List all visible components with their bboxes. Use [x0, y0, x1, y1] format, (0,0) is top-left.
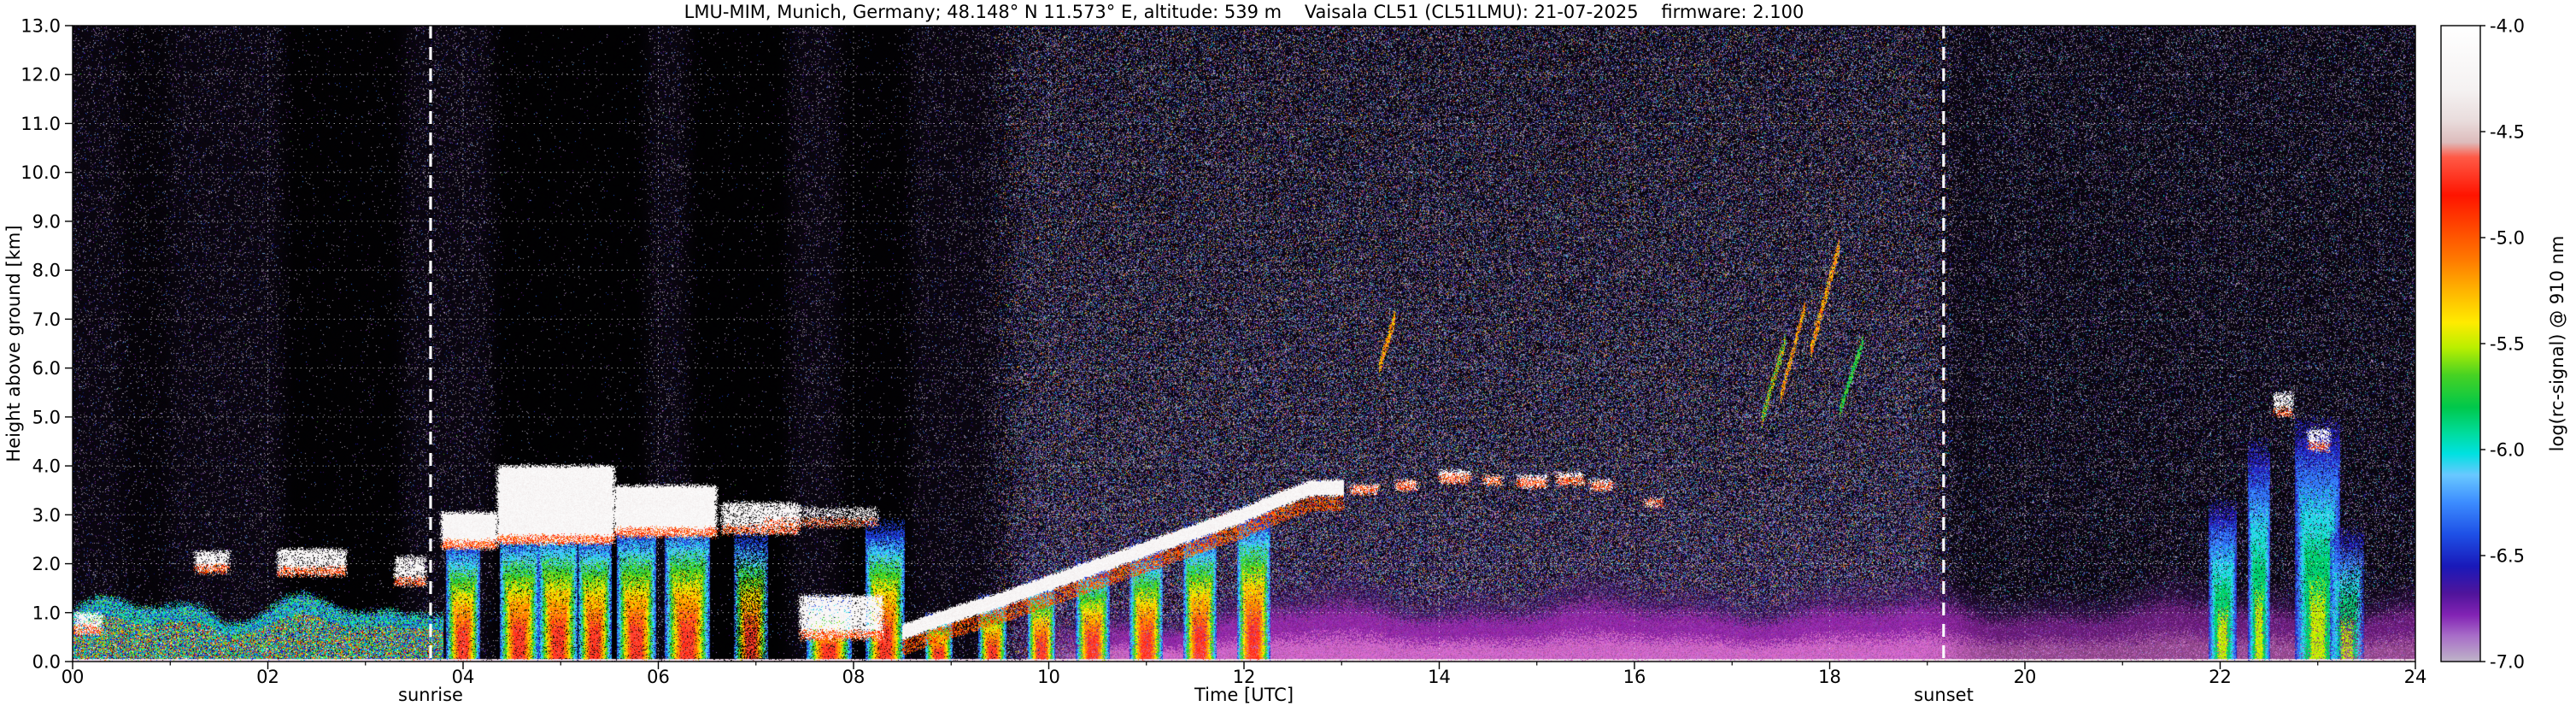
- y-tick-label: 13.0: [21, 16, 61, 37]
- x-tick-label: 02: [256, 667, 279, 687]
- chart-title: LMU-MIM, Munich, Germany; 48.148° N 11.5…: [684, 2, 1804, 22]
- x-tick-label: 10: [1037, 667, 1060, 687]
- colorbar-tick-label: -7.0: [2490, 652, 2525, 673]
- y-tick-label: 8.0: [32, 261, 61, 281]
- colorbar-tick-label: -5.0: [2490, 228, 2525, 249]
- colorbar: [2441, 26, 2480, 662]
- y-tick-label: 2.0: [32, 554, 61, 574]
- x-tick-label: 14: [1428, 667, 1451, 687]
- sunset-label: sunset: [1914, 685, 1974, 705]
- y-axis-label: Height above ground [km]: [3, 225, 24, 462]
- sunrise-label: sunrise: [398, 685, 463, 705]
- x-tick-label: 16: [1623, 667, 1646, 687]
- y-tick-label: 9.0: [32, 211, 61, 232]
- colorbar-tick-label: -6.0: [2490, 440, 2525, 461]
- y-tick-label: 3.0: [32, 505, 61, 526]
- y-tick-label: 6.0: [32, 358, 61, 379]
- x-tick-label: 18: [1818, 667, 1841, 687]
- colorbar-tick-label: -4.5: [2490, 122, 2525, 143]
- x-axis-label: Time [UTC]: [1194, 685, 1294, 705]
- y-tick-label: 1.0: [32, 603, 61, 623]
- colorbar-tick-label: -5.5: [2490, 334, 2525, 355]
- colorbar-tick-label: -4.0: [2490, 16, 2525, 37]
- x-tick-label: 00: [62, 667, 85, 687]
- heatmap-canvas: [73, 26, 2415, 662]
- colorbar-tick-label: -6.5: [2490, 546, 2525, 567]
- x-tick-label: 06: [647, 667, 670, 687]
- y-tick-label: 12.0: [21, 65, 61, 85]
- x-tick-label: 24: [2404, 667, 2427, 687]
- y-tick-label: 7.0: [32, 309, 61, 330]
- y-tick-label: 0.0: [32, 652, 61, 673]
- y-tick-label: 10.0: [21, 162, 61, 183]
- ceilometer-figure: LMU-MIM, Munich, Germany; 48.148° N 11.5…: [0, 0, 2576, 706]
- y-tick-label: 11.0: [21, 114, 61, 134]
- colorbar-label: log(rc-signal) @ 910 nm: [2547, 236, 2567, 452]
- x-tick-label: 22: [2209, 667, 2232, 687]
- x-tick-label: 08: [842, 667, 866, 687]
- y-tick-label: 5.0: [32, 407, 61, 427]
- x-tick-label: 20: [2014, 667, 2037, 687]
- y-tick-label: 4.0: [32, 456, 61, 477]
